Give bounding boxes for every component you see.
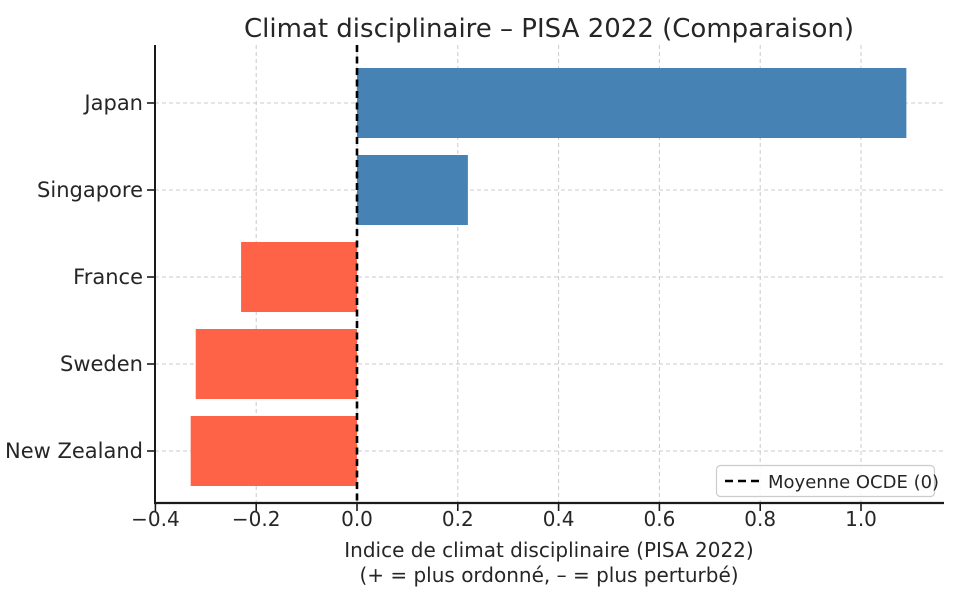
x-tick-label: 0.8 <box>744 507 776 531</box>
x-tick-label: 0.6 <box>643 507 675 531</box>
y-tick-label-new-zealand: New Zealand <box>5 439 143 463</box>
x-tick-label: 0.0 <box>341 507 373 531</box>
y-tick-label-sweden: Sweden <box>60 352 143 376</box>
legend: Moyenne OCDE (0) <box>715 464 939 498</box>
chart-title: Climat disciplinaire – PISA 2022 (Compar… <box>244 14 854 44</box>
bar-new-zealand <box>190 416 357 486</box>
y-tick-label-japan: Japan <box>82 91 143 115</box>
x-axis-label-line1: Indice de climat disciplinaire (PISA 202… <box>344 538 753 562</box>
bar-japan <box>357 68 907 138</box>
x-tick-label: 1.0 <box>845 507 877 531</box>
bar-sweden <box>195 329 357 399</box>
y-tick-label-singapore: Singapore <box>37 178 143 202</box>
x-tick-label: −0.2 <box>232 507 281 531</box>
x-tick-label: 0.2 <box>442 507 474 531</box>
bar-singapore <box>357 155 468 225</box>
x-tick-label: 0.4 <box>543 507 575 531</box>
y-tick-label-france: France <box>73 265 143 289</box>
legend-label: Moyenne OCDE (0) <box>768 472 939 493</box>
legend-box <box>715 464 936 498</box>
bar-france <box>241 242 357 312</box>
x-tick-label: −0.4 <box>131 507 180 531</box>
x-axis-label-line2: (+ = plus ordonné, – = plus perturbé) <box>359 563 738 587</box>
